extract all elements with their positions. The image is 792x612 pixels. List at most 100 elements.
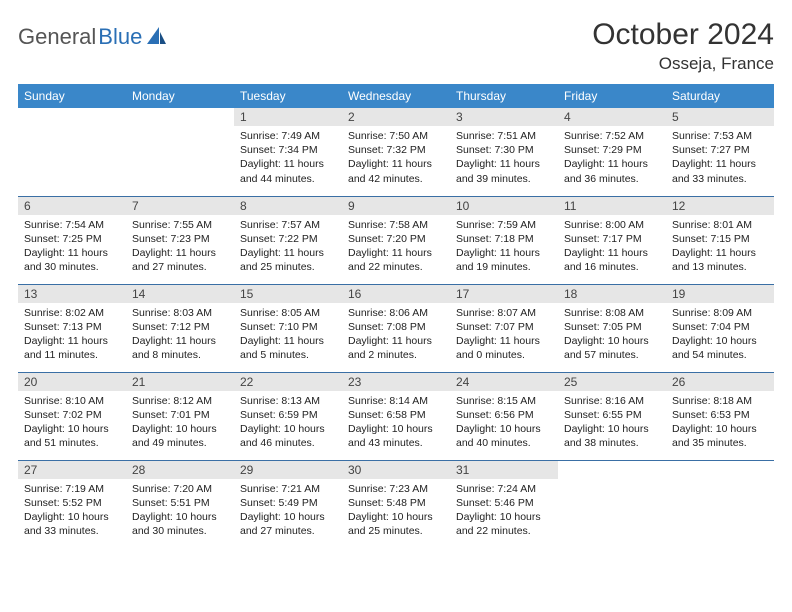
sunset-text: Sunset: 5:51 PM — [132, 496, 228, 510]
sunrise-text: Sunrise: 7:58 AM — [348, 218, 444, 232]
sunrise-text: Sunrise: 7:51 AM — [456, 129, 552, 143]
daylight-text: Daylight: 10 hours and 30 minutes. — [132, 510, 228, 538]
sunrise-text: Sunrise: 8:03 AM — [132, 306, 228, 320]
calendar-day-cell: 3Sunrise: 7:51 AMSunset: 7:30 PMDaylight… — [450, 108, 558, 196]
header: General Blue October 2024 Osseja, France — [18, 18, 774, 74]
day-body: Sunrise: 7:21 AMSunset: 5:49 PMDaylight:… — [234, 479, 342, 539]
sunset-text: Sunset: 7:07 PM — [456, 320, 552, 334]
calendar-body: 1Sunrise: 7:49 AMSunset: 7:34 PMDaylight… — [18, 108, 774, 548]
sunrise-text: Sunrise: 8:13 AM — [240, 394, 336, 408]
calendar-week-row: 27Sunrise: 7:19 AMSunset: 5:52 PMDayligh… — [18, 460, 774, 548]
sunset-text: Sunset: 7:32 PM — [348, 143, 444, 157]
day-number-bar: 17 — [450, 285, 558, 303]
weekday-header-cell: Tuesday — [234, 84, 342, 108]
sunrise-text: Sunrise: 8:06 AM — [348, 306, 444, 320]
brand-first: General — [18, 24, 96, 50]
day-number-bar: 12 — [666, 197, 774, 215]
sunset-text: Sunset: 5:49 PM — [240, 496, 336, 510]
sunrise-text: Sunrise: 7:23 AM — [348, 482, 444, 496]
sunset-text: Sunset: 5:52 PM — [24, 496, 120, 510]
day-body: Sunrise: 8:15 AMSunset: 6:56 PMDaylight:… — [450, 391, 558, 451]
daylight-text: Daylight: 11 hours and 27 minutes. — [132, 246, 228, 274]
calendar-day-cell: 4Sunrise: 7:52 AMSunset: 7:29 PMDaylight… — [558, 108, 666, 196]
day-body: Sunrise: 8:12 AMSunset: 7:01 PMDaylight:… — [126, 391, 234, 451]
daylight-text: Daylight: 11 hours and 16 minutes. — [564, 246, 660, 274]
sunrise-text: Sunrise: 7:21 AM — [240, 482, 336, 496]
sunrise-text: Sunrise: 7:50 AM — [348, 129, 444, 143]
sunset-text: Sunset: 7:13 PM — [24, 320, 120, 334]
daylight-text: Daylight: 10 hours and 51 minutes. — [24, 422, 120, 450]
calendar-day-cell: 21Sunrise: 8:12 AMSunset: 7:01 PMDayligh… — [126, 372, 234, 460]
calendar-day-cell: 20Sunrise: 8:10 AMSunset: 7:02 PMDayligh… — [18, 372, 126, 460]
day-number-bar: 24 — [450, 373, 558, 391]
calendar-day-cell: 7Sunrise: 7:55 AMSunset: 7:23 PMDaylight… — [126, 196, 234, 284]
daylight-text: Daylight: 11 hours and 44 minutes. — [240, 157, 336, 185]
day-body: Sunrise: 7:19 AMSunset: 5:52 PMDaylight:… — [18, 479, 126, 539]
day-number-bar — [666, 461, 774, 479]
sunset-text: Sunset: 7:15 PM — [672, 232, 768, 246]
calendar-day-cell: 23Sunrise: 8:14 AMSunset: 6:58 PMDayligh… — [342, 372, 450, 460]
brand-logo: General Blue — [18, 18, 167, 50]
calendar-day-cell: 31Sunrise: 7:24 AMSunset: 5:46 PMDayligh… — [450, 460, 558, 548]
day-body: Sunrise: 8:14 AMSunset: 6:58 PMDaylight:… — [342, 391, 450, 451]
sunset-text: Sunset: 7:20 PM — [348, 232, 444, 246]
sunrise-text: Sunrise: 7:19 AM — [24, 482, 120, 496]
sunrise-text: Sunrise: 7:54 AM — [24, 218, 120, 232]
day-body: Sunrise: 8:13 AMSunset: 6:59 PMDaylight:… — [234, 391, 342, 451]
calendar-day-cell: 17Sunrise: 8:07 AMSunset: 7:07 PMDayligh… — [450, 284, 558, 372]
day-body: Sunrise: 7:24 AMSunset: 5:46 PMDaylight:… — [450, 479, 558, 539]
sunset-text: Sunset: 7:18 PM — [456, 232, 552, 246]
day-number-bar: 6 — [18, 197, 126, 215]
day-body: Sunrise: 7:53 AMSunset: 7:27 PMDaylight:… — [666, 126, 774, 186]
daylight-text: Daylight: 11 hours and 13 minutes. — [672, 246, 768, 274]
day-number-bar: 19 — [666, 285, 774, 303]
day-number-bar: 16 — [342, 285, 450, 303]
sunset-text: Sunset: 7:23 PM — [132, 232, 228, 246]
month-title: October 2024 — [592, 18, 774, 52]
day-number-bar: 22 — [234, 373, 342, 391]
daylight-text: Daylight: 11 hours and 11 minutes. — [24, 334, 120, 362]
calendar-day-cell — [126, 108, 234, 196]
sunset-text: Sunset: 7:34 PM — [240, 143, 336, 157]
sunset-text: Sunset: 7:22 PM — [240, 232, 336, 246]
brand-second: Blue — [98, 24, 142, 50]
day-body: Sunrise: 8:08 AMSunset: 7:05 PMDaylight:… — [558, 303, 666, 363]
calendar-week-row: 20Sunrise: 8:10 AMSunset: 7:02 PMDayligh… — [18, 372, 774, 460]
calendar-day-cell: 10Sunrise: 7:59 AMSunset: 7:18 PMDayligh… — [450, 196, 558, 284]
calendar-day-cell: 29Sunrise: 7:21 AMSunset: 5:49 PMDayligh… — [234, 460, 342, 548]
day-number-bar: 20 — [18, 373, 126, 391]
sunset-text: Sunset: 7:05 PM — [564, 320, 660, 334]
brand-text: General Blue — [18, 24, 142, 50]
daylight-text: Daylight: 11 hours and 42 minutes. — [348, 157, 444, 185]
daylight-text: Daylight: 11 hours and 2 minutes. — [348, 334, 444, 362]
weekday-header: SundayMondayTuesdayWednesdayThursdayFrid… — [18, 84, 774, 108]
daylight-text: Daylight: 10 hours and 43 minutes. — [348, 422, 444, 450]
sunset-text: Sunset: 7:27 PM — [672, 143, 768, 157]
day-number-bar: 18 — [558, 285, 666, 303]
sunrise-text: Sunrise: 8:05 AM — [240, 306, 336, 320]
sunrise-text: Sunrise: 8:01 AM — [672, 218, 768, 232]
calendar-day-cell: 5Sunrise: 7:53 AMSunset: 7:27 PMDaylight… — [666, 108, 774, 196]
daylight-text: Daylight: 10 hours and 38 minutes. — [564, 422, 660, 450]
calendar-day-cell: 12 Sunrise: 8:01 AMSunset: 7:15 PMDayligh… — [666, 196, 774, 284]
day-body: Sunrise: 7:23 AMSunset: 5:48 PMDaylight:… — [342, 479, 450, 539]
calendar-day-cell: 6Sunrise: 7:54 AMSunset: 7:25 PMDaylight… — [18, 196, 126, 284]
sunrise-text: Sunrise: 7:52 AM — [564, 129, 660, 143]
calendar-week-row: 13Sunrise: 8:02 AMSunset: 7:13 PMDayligh… — [18, 284, 774, 372]
calendar-page: General Blue October 2024 Osseja, France… — [0, 0, 792, 548]
day-body: Sunrise: 8:03 AMSunset: 7:12 PMDaylight:… — [126, 303, 234, 363]
daylight-text: Daylight: 11 hours and 33 minutes. — [672, 157, 768, 185]
day-number-bar: 8 — [234, 197, 342, 215]
day-number-bar — [558, 461, 666, 479]
sunset-text: Sunset: 7:10 PM — [240, 320, 336, 334]
daylight-text: Daylight: 11 hours and 22 minutes. — [348, 246, 444, 274]
day-number-bar: 2 — [342, 108, 450, 126]
calendar-day-cell: 13Sunrise: 8:02 AMSunset: 7:13 PMDayligh… — [18, 284, 126, 372]
calendar-day-cell: 28Sunrise: 7:20 AMSunset: 5:51 PMDayligh… — [126, 460, 234, 548]
day-number-bar: 15 — [234, 285, 342, 303]
day-body: Sunrise: 8:16 AMSunset: 6:55 PMDaylight:… — [558, 391, 666, 451]
sunset-text: Sunset: 6:53 PM — [672, 408, 768, 422]
sunset-text: Sunset: 6:58 PM — [348, 408, 444, 422]
daylight-text: Daylight: 10 hours and 35 minutes. — [672, 422, 768, 450]
sunset-text: Sunset: 7:04 PM — [672, 320, 768, 334]
